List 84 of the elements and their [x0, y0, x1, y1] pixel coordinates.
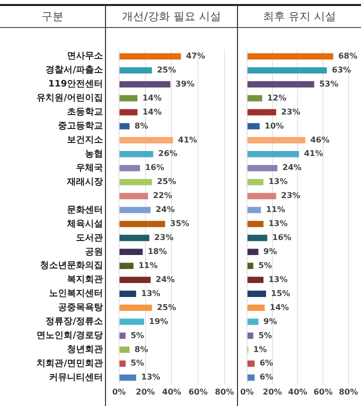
x-tick-label: 60% [313, 387, 333, 396]
data-label: 23% [154, 233, 174, 242]
data-label: 13% [268, 219, 288, 228]
y-tick-label: 문화센터 [67, 205, 103, 216]
y-tick-label: 복지회관 [67, 275, 103, 286]
data-label: 23% [281, 191, 300, 200]
y-tick-label: 보건지소 [67, 136, 103, 146]
x-tick-label: 80% [338, 387, 358, 396]
data-label: 14% [142, 93, 162, 102]
data-label: 23% [281, 107, 300, 116]
y-tick-label: 중고등학교 [58, 122, 103, 132]
y-tick-label: 정류장/정류소 [46, 317, 103, 328]
data-label: 19% [149, 316, 168, 326]
y-tick-label: 재래시장 [66, 177, 103, 188]
data-label: 9% [263, 316, 278, 326]
x-tick-label: 20% [136, 387, 155, 396]
x-tick-label: 60% [188, 387, 208, 396]
data-label: 24% [156, 274, 175, 284]
x-tick-label: 40% [288, 387, 308, 396]
y-tick-label: 농협 [85, 149, 103, 160]
data-label: 11% [138, 260, 158, 270]
y-tick-label: 면사무소 [67, 52, 103, 62]
data-label: 18% [148, 246, 167, 256]
data-label: 53% [319, 79, 338, 88]
data-label: 10% [264, 121, 284, 130]
y-tick-label: 공원 [85, 247, 103, 258]
x-tick-label: 20% [262, 387, 282, 396]
data-label: 25% [156, 65, 176, 74]
data-label: 24% [282, 163, 302, 172]
data-label: 41% [304, 149, 324, 158]
data-label: 26% [158, 149, 178, 158]
data-label: 1% [253, 344, 267, 354]
data-label: 16% [145, 163, 164, 172]
data-label: 16% [272, 233, 292, 242]
y-tick-label: 우체국 [76, 163, 103, 174]
data-label: 9% [263, 246, 278, 256]
data-label: 46% [310, 135, 330, 144]
data-label: 5% [130, 358, 144, 368]
y-tick-label: 유치원/어린이집 [36, 94, 103, 104]
x-tick-label: 80% [214, 387, 234, 396]
y-tick-label: 커뮤니티센터 [49, 372, 103, 383]
chart-title: 개선/강화 필요 시설 [105, 4, 237, 28]
data-label: 13% [141, 288, 160, 298]
data-label: 5% [130, 330, 144, 340]
y-tick-label: 도서관 [76, 233, 103, 244]
data-label: 8% [134, 121, 148, 130]
data-label: 68% [338, 51, 358, 60]
data-label: 6% [260, 372, 274, 382]
x-tick-label: 40% [162, 387, 182, 396]
data-label: 13% [268, 177, 288, 186]
data-label: 24% [156, 205, 175, 214]
data-label: 15% [271, 288, 290, 298]
data-label: 14% [142, 107, 162, 116]
data-label: 39% [175, 79, 195, 88]
y-tick-label: 공중목욕탕 [58, 303, 103, 314]
x-tick-label: 0% [240, 387, 254, 396]
y-tick-label: 치회관/면민회관 [36, 358, 103, 369]
data-label: 13% [268, 274, 288, 284]
y-tick-label: 119안전센터 [48, 80, 103, 90]
y-tick-label: 경찰서/파출소 [46, 64, 103, 76]
x-tick-label: 0% [112, 387, 126, 396]
data-label: 41% [178, 135, 198, 144]
y-tick-label: 면노인회/경로당 [36, 331, 103, 342]
data-label: 14% [270, 302, 289, 312]
data-label: 5% [258, 330, 272, 340]
y-tick-label: 초등학교 [67, 108, 103, 118]
text: 구분 [0, 4, 105, 28]
data-label: 22% [152, 191, 172, 200]
data-label: 63% [332, 65, 352, 74]
data-label: 5% [258, 260, 272, 270]
y-tick-label: 노인복지센터 [49, 289, 103, 300]
y-tick-label: 청년회관 [67, 345, 103, 356]
data-label: 11% [266, 205, 286, 214]
data-label: 47% [186, 51, 206, 60]
y-tick-label: 청소년문화의집 [40, 261, 103, 272]
data-label: 35% [170, 219, 190, 228]
data-label: 13% [141, 372, 160, 382]
data-label: 6% [260, 358, 274, 368]
data-label: 25% [156, 302, 176, 312]
data-label: 12% [267, 93, 286, 102]
data-label: 25% [156, 177, 176, 186]
y-tick-label: 체육시설 [66, 219, 103, 230]
chart-title: 최후 유지 시설 [237, 4, 361, 28]
data-label: 8% [134, 344, 148, 354]
